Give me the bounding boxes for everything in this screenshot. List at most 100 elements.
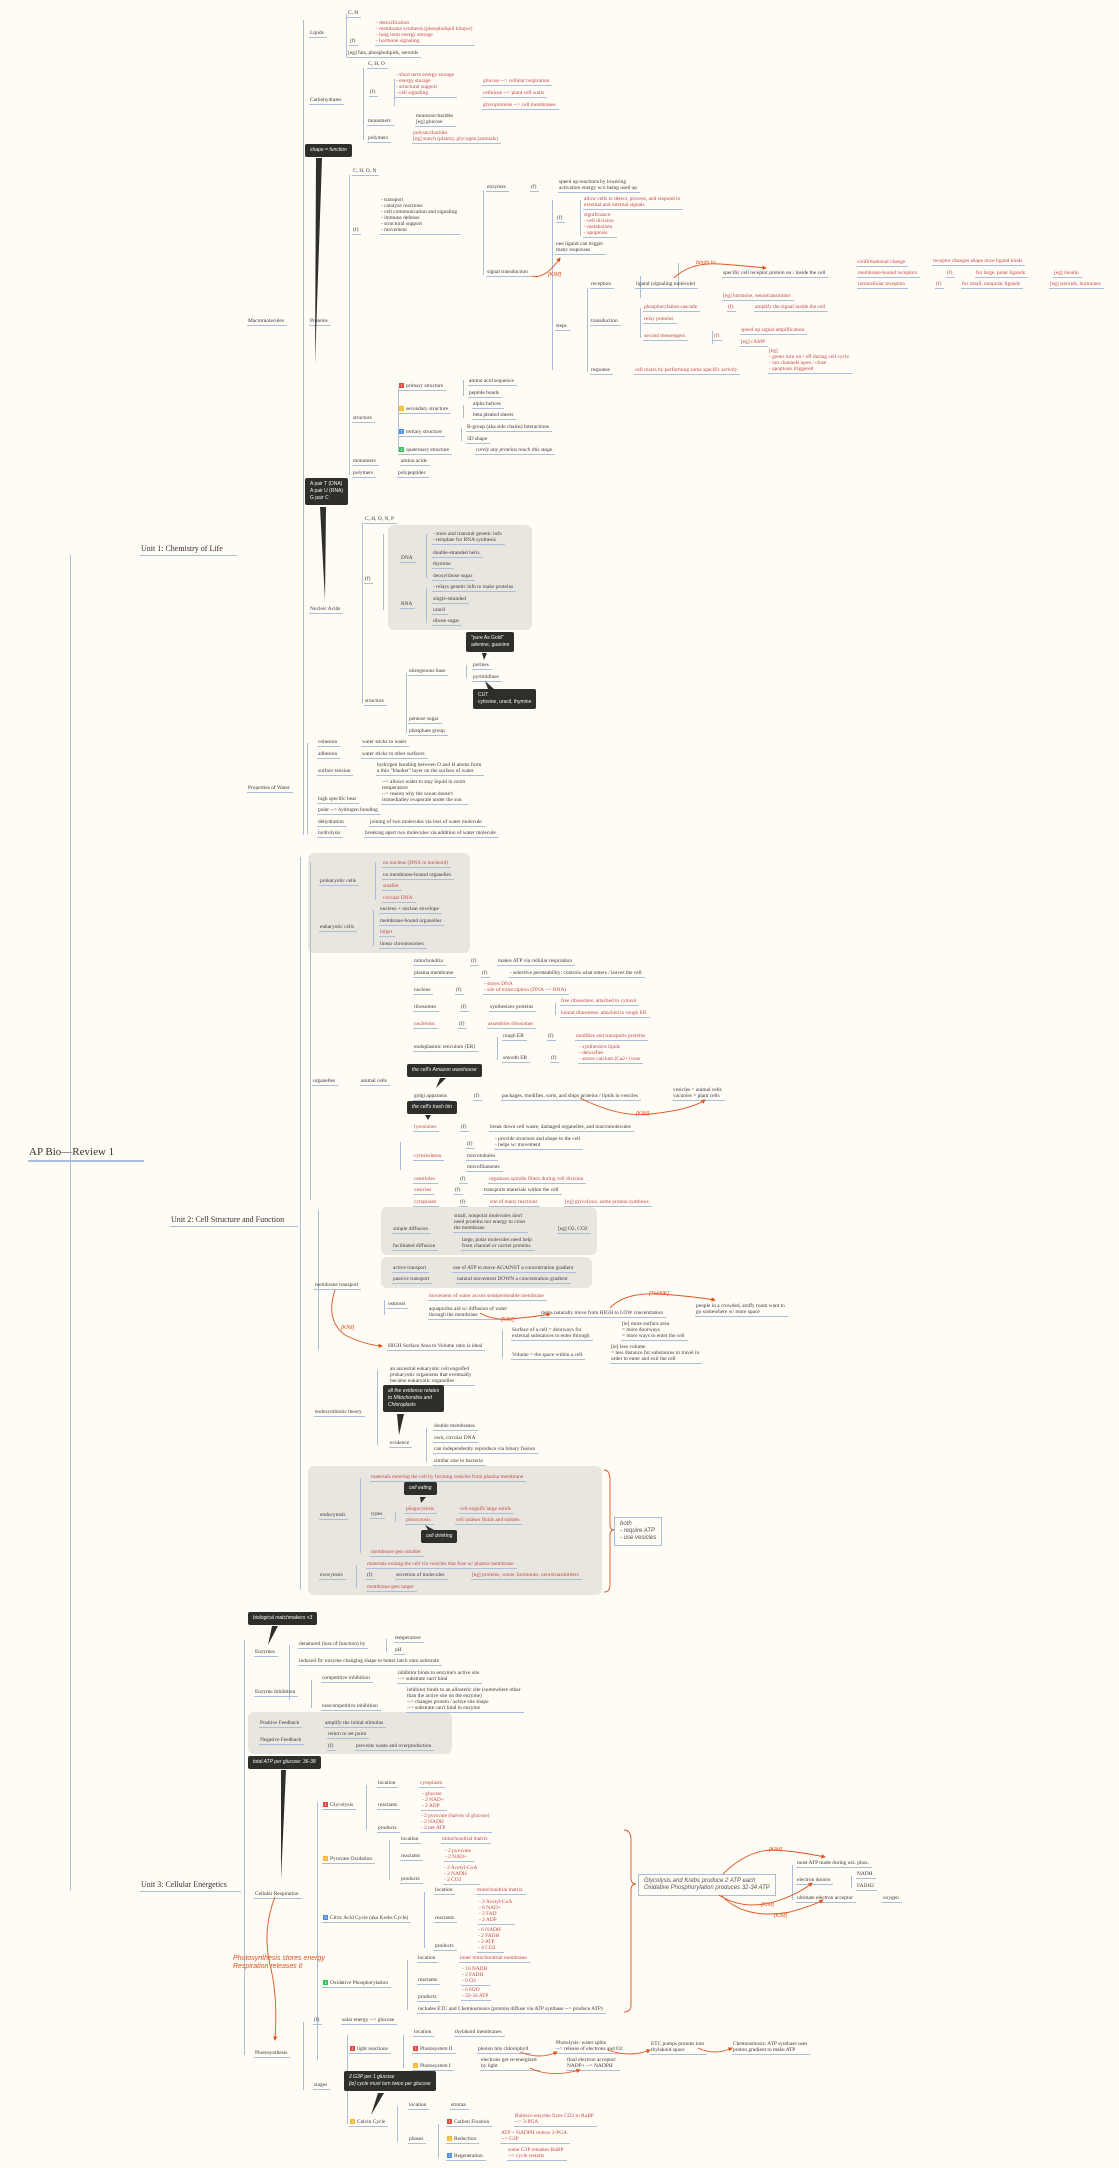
topic-ca_loc[interactable]: location	[434, 1887, 456, 1895]
topic-steps[interactable]: steps	[555, 323, 570, 331]
topic-n_chonp[interactable]: C, H, O, N, P	[364, 516, 398, 524]
topic-n_struct[interactable]: structure	[364, 698, 387, 706]
topic-sig[interactable]: signal transduction	[486, 269, 531, 277]
topic-ps1[interactable]: 2 Photosystem I	[412, 2063, 454, 2071]
topic-ribo[interactable]: ribosomes	[413, 1004, 440, 1012]
topic-unit2[interactable]: Unit 2: Cell Structure and Function	[170, 1215, 299, 1227]
topic-ox_pr[interactable]: products	[417, 1994, 440, 2002]
topic-rna[interactable]: RNA	[400, 601, 416, 609]
topic-red_v[interactable]: ATP + NADPH reduce 3-PGA --> G3P	[500, 2130, 571, 2144]
topic-nucl[interactable]: nucleolus	[413, 1021, 438, 1029]
topic-secm_f[interactable]: (f)	[713, 333, 723, 341]
topic-p_flist[interactable]: - transport - catalyze reactions - cell …	[380, 197, 461, 235]
topic-exoc_f[interactable]: (f)	[366, 1572, 376, 1580]
topic-ev2[interactable]: own, circular DNA	[433, 1435, 479, 1443]
topic-euk3[interactable]: larger	[379, 929, 396, 937]
topic-r_eg[interactable]: [eg] hormone, neurotransmitter	[722, 293, 794, 301]
topic-ter[interactable]: 3 tertiary structure	[398, 429, 445, 437]
topic-lr[interactable]: 1 light reactions	[349, 2046, 391, 2054]
topic-icr_f[interactable]: (f)	[935, 281, 945, 289]
topic-c_cho[interactable]: C, H, O	[367, 61, 388, 69]
topic-prok4[interactable]: circular DNA	[382, 895, 416, 903]
topic-mt[interactable]: membrane transport	[314, 1282, 362, 1290]
topic-adh_v[interactable]: water sticks to other surfaces	[361, 751, 428, 759]
topic-quat1[interactable]: rarely any proteins reach this stage	[475, 447, 556, 455]
topic-cytop[interactable]: cytoplasm	[413, 1199, 440, 1207]
topic-nbase[interactable]: nitrogenous base	[408, 668, 449, 676]
topic-fadh[interactable]: FADH2	[856, 1883, 877, 1891]
topic-sec[interactable]: 2 secondary structure	[398, 406, 452, 414]
topic-resp_eg[interactable]: [eg] - genes turn on / off during cell c…	[768, 348, 852, 374]
topic-ox[interactable]: 4 Oxidative Phosphorylation	[322, 1980, 391, 1988]
topic-phago[interactable]: phagocytosis	[405, 1506, 438, 1514]
topic-shh_v[interactable]: --> allows water to stay liquid in room …	[381, 779, 469, 805]
topic-comp[interactable]: competitive inhibition	[321, 1675, 373, 1683]
topic-cyto2[interactable]: microfilaments	[466, 1164, 503, 1172]
topic-cytop_f[interactable]: (f)	[459, 1199, 469, 1207]
topic-chemi[interactable]: Chemiosmosis: ATP synthase uses proton g…	[732, 2041, 811, 2055]
topic-pt[interactable]: passive transport	[392, 1276, 433, 1284]
topic-g_loc[interactable]: location	[377, 1780, 399, 1788]
topic-edon[interactable]: electron donors	[796, 1877, 834, 1885]
topic-ox_prv[interactable]: - 6 H2O - 32-34 ATP	[461, 1987, 492, 2001]
topic-ves[interactable]: vesicles	[413, 1187, 435, 1195]
topic-c_polv[interactable]: polysaccharides [eg] starch (plants), gl…	[412, 130, 501, 144]
topic-ev1[interactable]: double membranes	[433, 1423, 478, 1431]
topic-conf[interactable]: confirmational change	[856, 259, 909, 267]
topic-coh_v[interactable]: water sticks to water	[361, 739, 410, 747]
topic-types[interactable]: types	[370, 1511, 386, 1519]
topic-sav1v[interactable]: [ie] more surface area = more doorways =…	[621, 1321, 688, 1341]
topic-endo1[interactable]: an ancestral eukaryotic cell engulfed pr…	[389, 1366, 475, 1386]
topic-cyto[interactable]: cytoskeleton	[413, 1153, 445, 1161]
topic-c_gly[interactable]: glycoproteins --> cell membranes	[482, 102, 559, 110]
topic-carbs[interactable]: Carbohydrates	[309, 97, 345, 105]
topic-ph_fv[interactable]: solar energy --> glucose	[341, 2017, 398, 2025]
topic-phago_v[interactable]: cell engulfs large solids	[459, 1506, 514, 1514]
topic-secm_v[interactable]: speed up signal amplification	[740, 327, 808, 335]
topic-c_cel[interactable]: cellulose --> plant cell walls	[482, 90, 548, 98]
topic-pentose[interactable]: pentose sugar	[408, 716, 442, 724]
topic-pm[interactable]: plasma membrane	[413, 970, 457, 978]
topic-c_pol[interactable]: polymers	[367, 135, 392, 143]
topic-golgi[interactable]: golgi apparatus	[413, 1093, 451, 1101]
topic-exoc_v[interactable]: secretion of molecules	[395, 1572, 448, 1580]
topic-fd_v[interactable]: large, polar molecules need help from ch…	[461, 1237, 535, 1251]
topic-receptor[interactable]: specific cell receptor protein on / insi…	[722, 270, 829, 278]
topic-dehy_v[interactable]: joining of two molecules via loss of wat…	[369, 819, 485, 827]
topic-stages[interactable]: stages	[313, 2082, 331, 2090]
topic-dna[interactable]: DNA	[400, 555, 416, 563]
topic-c_glu[interactable]: glucose --> cellular respiration	[482, 78, 553, 86]
topic-s_sig[interactable]: significance: - cell division - metaboli…	[583, 212, 617, 238]
topic-conf_v[interactable]: receptor changes shape once ligand binds	[932, 258, 1026, 266]
topic-glyc[interactable]: 1 Glycolysis	[322, 1802, 357, 1810]
note-gk[interactable]: Glycolysis and Krebs produce 2 ATP each …	[638, 1874, 776, 1896]
topic-phases[interactable]: phases	[408, 2136, 427, 2144]
topic-py_prv[interactable]: - 2 Acetyl-CoA - 2 NADH - 2 CO2	[443, 1865, 481, 1885]
topic-ribo_f[interactable]: (f)	[460, 1004, 470, 1012]
topic-negf_f[interactable]: (f)	[327, 1743, 337, 1751]
root-title[interactable]: AP Bio—Review 1	[28, 1146, 145, 1162]
topic-dna4[interactable]: deoxyribose sugar	[432, 573, 476, 581]
topic-icr[interactable]: intracellular receptors	[857, 281, 909, 289]
topic-ves_f[interactable]: (f)	[454, 1187, 464, 1195]
topic-g_rev[interactable]: - glucose - 2 NAD+ - 2 ADP	[421, 1791, 447, 1811]
topic-calvin[interactable]: 2 Calvin Cycle	[349, 2119, 389, 2127]
topic-exoc[interactable]: exocytosis	[319, 1572, 346, 1580]
topic-coh[interactable]: cohesion	[317, 739, 341, 747]
topic-nuc_v[interactable]: - stores DNA - site of transcription (DN…	[483, 981, 570, 995]
topic-pm_v[interactable]: - selective permeability: controls what …	[509, 970, 645, 978]
topic-py_rev[interactable]: - 2 pyruvate - 2 NAD+	[444, 1848, 475, 1862]
topic-osm[interactable]: osmosis	[387, 1301, 409, 1309]
topic-golgi_f[interactable]: (f)	[473, 1093, 483, 1101]
topic-pino_v[interactable]: cell intakes fluids and solutes	[455, 1517, 523, 1525]
topic-endoc1[interactable]: materials entering the cell by forming v…	[370, 1474, 527, 1482]
topic-oxy[interactable]: oxygen	[882, 1895, 902, 1903]
topic-regen[interactable]: 3 Regeneration	[446, 2153, 486, 2161]
topic-resp_v[interactable]: cell reacts by performing some specific …	[634, 367, 741, 375]
topic-py_locv[interactable]: mitochondrial matrix	[441, 1836, 491, 1844]
topic-mito_v[interactable]: makes ATP via cellular respiration	[497, 958, 576, 966]
topic-ves_v[interactable]: transports materials within the cell	[483, 1187, 562, 1195]
topic-ser[interactable]: smooth ER	[502, 1055, 531, 1063]
topic-ca_rev[interactable]: - 2 Acetyl-CoA - 6 NAD+ - 2 FAD - 2 ADP	[478, 1899, 516, 1925]
topic-cent_f[interactable]: (f)	[459, 1176, 469, 1184]
